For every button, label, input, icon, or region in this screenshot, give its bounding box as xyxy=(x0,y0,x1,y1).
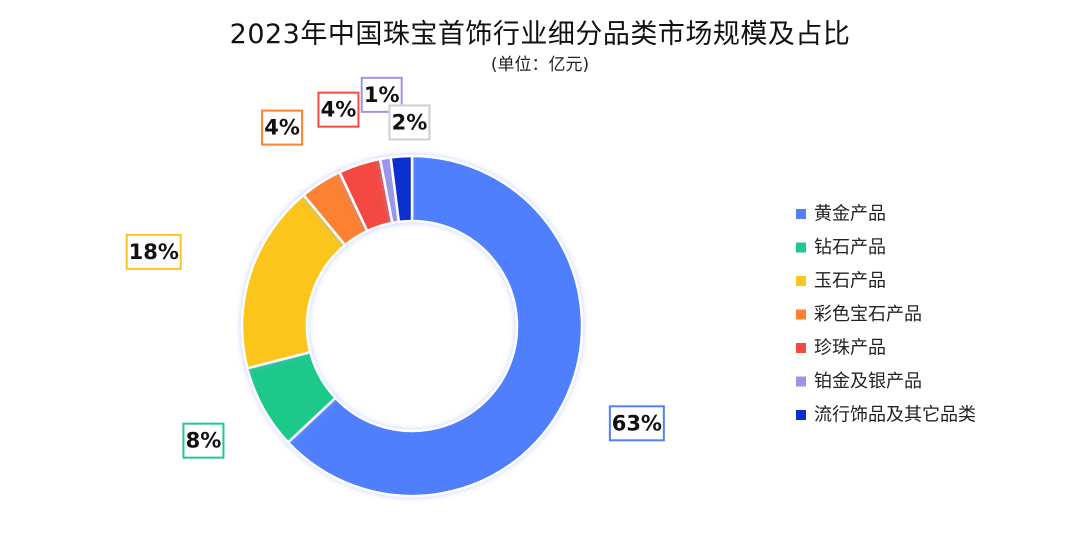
legend-label-7: 流行饰品及其它品类 xyxy=(814,405,976,426)
legend-label-4: 彩色宝石产品 xyxy=(814,304,922,325)
donut-slices xyxy=(240,154,584,498)
data-label-text-7: 2% xyxy=(392,110,428,134)
data-label-box-4 xyxy=(261,109,304,146)
data-label-box-1 xyxy=(608,405,665,442)
legend-swatch-3 xyxy=(796,276,806,286)
data-label-3: 18% xyxy=(125,233,182,270)
data-label-2: 8% xyxy=(182,422,225,459)
data-label-1: 63% xyxy=(608,405,665,442)
legend-label-2: 钻石产品 xyxy=(814,237,886,258)
legend-swatch-1 xyxy=(796,209,806,219)
data-label-box-3 xyxy=(125,233,182,270)
data-label-7: 2% xyxy=(388,104,431,141)
data-label-4: 4% xyxy=(261,109,304,146)
data-labels: 63% 8% 18% 4% 4% 1% 2% xyxy=(125,76,665,459)
slice-7 xyxy=(389,154,414,224)
legend-swatch-4 xyxy=(796,309,806,320)
legend-item-5: 珍珠产品 xyxy=(796,338,886,359)
legend-item-6: 铂金及银产品 xyxy=(796,371,922,392)
legend-swatch-6 xyxy=(796,376,806,387)
legend-item-3: 玉石产品 xyxy=(796,271,886,292)
data-label-text-3: 18% xyxy=(129,240,179,264)
data-label-box-2 xyxy=(182,422,225,459)
data-label-box-5 xyxy=(317,91,360,128)
legend-label-6: 铂金及银产品 xyxy=(814,371,922,392)
data-label-text-1: 63% xyxy=(612,411,662,435)
chart-subtitle: (单位：亿元) xyxy=(490,55,590,75)
legend-swatch-5 xyxy=(796,343,806,353)
data-label-5: 4% xyxy=(317,91,360,128)
chart-title: 2023年中国珠宝首饰行业细分品类市场规模及占比 xyxy=(229,19,851,50)
legend-swatch-7 xyxy=(796,410,806,420)
legend-label-3: 玉石产品 xyxy=(814,271,886,292)
data-label-text-4: 4% xyxy=(264,116,300,140)
data-label-text-5: 4% xyxy=(321,98,357,122)
legend-label-1: 黄金产品 xyxy=(814,204,886,225)
legend-item-2: 钻石产品 xyxy=(796,237,886,258)
legend-item-7: 流行饰品及其它品类 xyxy=(796,405,976,426)
data-label-text-6: 1% xyxy=(364,83,400,107)
data-label-box-7 xyxy=(388,104,431,141)
legend-item-4: 彩色宝石产品 xyxy=(796,304,922,325)
data-label-text-2: 8% xyxy=(186,429,222,453)
legend-item-1: 黄金产品 xyxy=(796,204,886,225)
data-label-6: 1% xyxy=(360,76,403,113)
legend-label-5: 珍珠产品 xyxy=(814,338,886,359)
legend-swatch-2 xyxy=(796,242,806,253)
slice-1 xyxy=(286,154,584,498)
